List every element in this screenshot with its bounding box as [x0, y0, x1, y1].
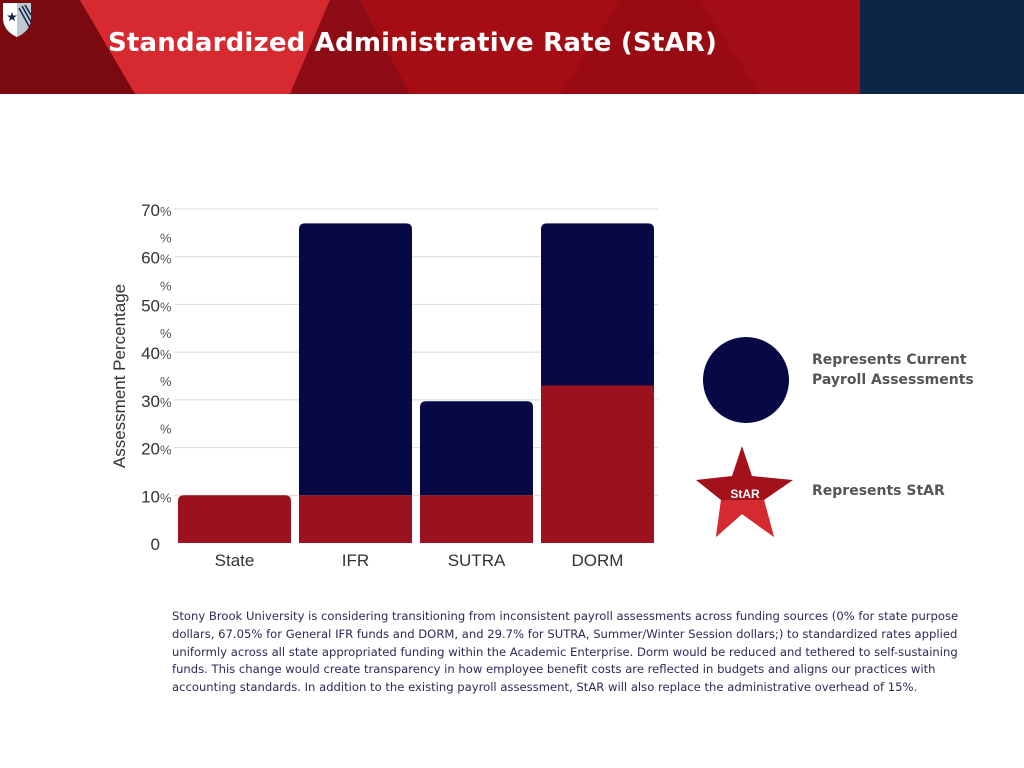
description-paragraph: Stony Brook University is considering tr…: [172, 609, 959, 695]
bar-segment: [541, 223, 654, 386]
y-tick-percent: %: [160, 326, 172, 341]
y-tick-label: 70: [141, 201, 160, 220]
legend-star-badge: StAR: [730, 487, 760, 501]
y-tick-label: 50: [141, 296, 160, 315]
bar-segment: [541, 385, 654, 543]
y-tick-percent: %: [160, 443, 172, 458]
y-tick-label: 20: [141, 440, 160, 459]
legend-current-label: Represents Current Payroll Assessments: [812, 352, 974, 388]
bar-segment: [178, 495, 291, 543]
y-tick-percent: %: [160, 422, 172, 437]
x-tick-label: IFR: [342, 551, 369, 570]
x-tick-label: SUTRA: [448, 551, 506, 570]
header-background: [0, 0, 1024, 94]
y-tick-percent: %: [160, 278, 172, 293]
x-tick-label: State: [215, 551, 255, 570]
y-axis-ticks: 010 %20 %%30 %%40 %%50 %%60 %%70%: [141, 201, 172, 554]
y-tick-percent: %: [160, 252, 172, 267]
bars: [178, 223, 654, 543]
y-tick-percent: %: [160, 299, 172, 314]
y-tick-label: 10: [141, 487, 160, 506]
y-tick-label: 0: [151, 535, 160, 554]
legend-star-marker: StAR: [696, 446, 793, 537]
legend-star-label: Represents StAR: [812, 483, 945, 499]
y-tick-label: 60: [141, 249, 160, 268]
page-title: Standardized Administrative Rate (StAR): [108, 28, 718, 58]
y-axis-label: Assessment Percentage: [110, 284, 129, 468]
y-tick-label: 30: [141, 392, 160, 411]
university-shield-icon: [3, 3, 32, 37]
y-tick-percent: %: [160, 347, 172, 362]
y-tick-percent: %: [160, 395, 172, 410]
x-tick-label: DORM: [572, 551, 624, 570]
x-axis-ticks: State IFR SUTRA DORM: [215, 551, 624, 570]
bar-segment: [420, 401, 533, 496]
y-tick-label: 40: [141, 344, 160, 363]
y-tick-percent: %: [160, 490, 172, 505]
bar-segment: [420, 495, 533, 543]
bar-segment: [299, 495, 412, 543]
y-tick-percent: %: [160, 204, 172, 219]
bar-segment: [299, 223, 412, 496]
y-tick-percent: %: [160, 374, 172, 389]
legend-current-marker: [703, 337, 789, 423]
header-banner: Standardized Administrative Rate (StAR): [0, 0, 1024, 94]
y-tick-percent: %: [160, 231, 172, 246]
